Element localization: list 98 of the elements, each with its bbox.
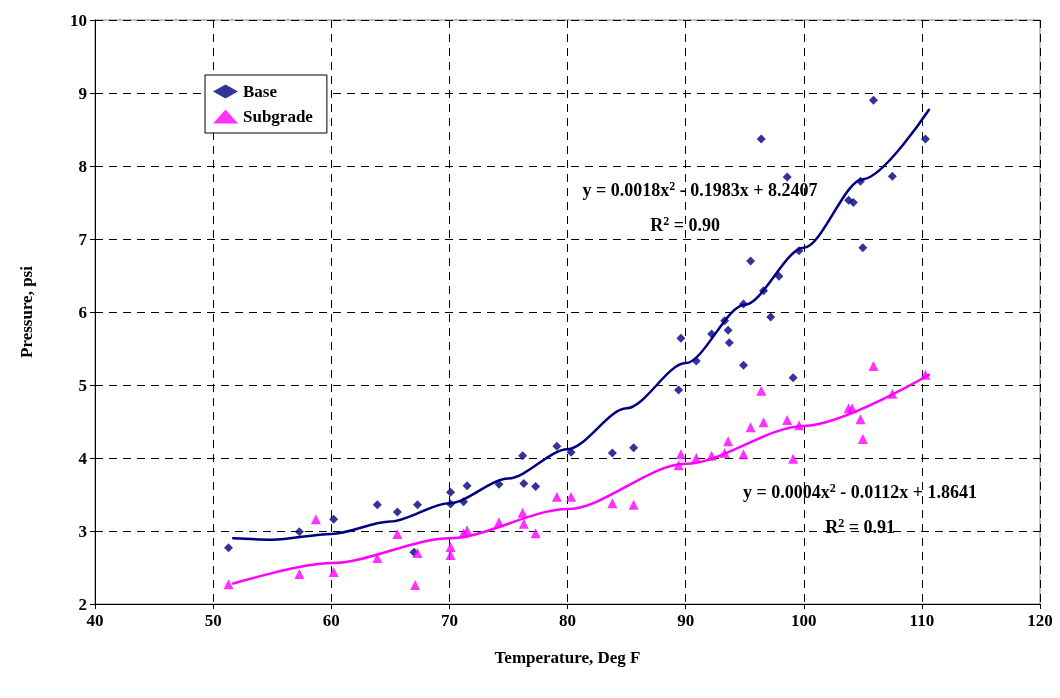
x-tick-label: 50 [204,611,222,630]
point [412,500,422,510]
point [719,447,730,458]
y-tick-label: 4 [78,448,88,468]
point [629,443,639,453]
point [858,243,868,253]
point [756,385,767,396]
point [774,271,784,281]
y-tick-label: 8 [78,156,87,176]
point [552,441,562,451]
point [566,491,577,502]
point [412,547,423,558]
point [848,198,858,207]
point [607,498,618,509]
point [531,481,541,491]
point [724,338,734,348]
point [794,420,805,431]
point [746,256,756,266]
point [782,172,792,182]
point [723,325,733,335]
x-tick-label: 100 [791,611,817,630]
x-tick-label: 120 [1027,611,1053,630]
point [372,553,383,564]
x-tick-label: 70 [440,611,458,630]
y-tick-label: 3 [78,521,87,541]
point [446,499,456,509]
x-tick-label: 40 [86,611,104,630]
point [294,527,304,537]
point [445,542,456,553]
point [706,450,717,461]
point [673,460,684,471]
point [788,453,799,464]
x-tick-label: 80 [559,611,576,630]
point [720,316,730,326]
point [372,500,382,510]
point [294,569,305,580]
point [675,449,686,460]
point [223,579,234,590]
y-tick-label: 7 [78,229,88,249]
point [723,436,734,447]
point [674,385,684,395]
point [887,388,898,399]
point [607,448,617,458]
x-tick-label: 90 [677,611,695,630]
point [788,373,798,383]
point [691,453,702,463]
point [794,246,804,256]
legend-label: Base [243,82,278,101]
point [739,360,749,370]
point [782,415,793,426]
point [855,176,865,186]
point [530,528,541,539]
point [920,369,931,380]
point [519,479,529,489]
point [462,481,472,491]
point [868,361,879,372]
point [759,286,769,296]
point [855,414,866,425]
point [758,417,769,428]
point [392,507,402,517]
point [445,550,456,561]
y-axis-title: Pressure, psi [17,265,36,358]
point [310,514,321,525]
x-tick-label: 110 [909,611,935,630]
point [628,499,639,510]
point [691,356,701,366]
line-series [231,108,931,542]
point [329,514,339,524]
point [518,451,528,461]
point [223,543,233,553]
point [446,487,456,497]
point [517,507,528,518]
y-tick-label: 5 [78,375,87,395]
point [847,403,858,414]
y-tick-label: 10 [70,10,87,30]
point [328,566,339,577]
point [745,422,756,433]
y-tick-label: 9 [78,83,87,103]
point [493,517,504,528]
point [868,95,878,105]
point [857,434,868,445]
point [459,497,469,507]
point [920,134,930,144]
legend-label: Subgrade [243,107,314,126]
x-tick-label: 60 [322,611,340,630]
point [887,171,897,181]
point [738,449,749,460]
y-tick-label: 2 [78,594,87,614]
point [392,528,403,539]
point [756,134,766,144]
point [676,333,686,343]
point [410,580,421,591]
point [518,518,529,529]
y-tick-label: 6 [78,302,87,322]
x-axis-title: Temperature, Deg F [494,648,641,667]
point [462,525,473,536]
point [766,312,776,322]
point [551,491,562,502]
